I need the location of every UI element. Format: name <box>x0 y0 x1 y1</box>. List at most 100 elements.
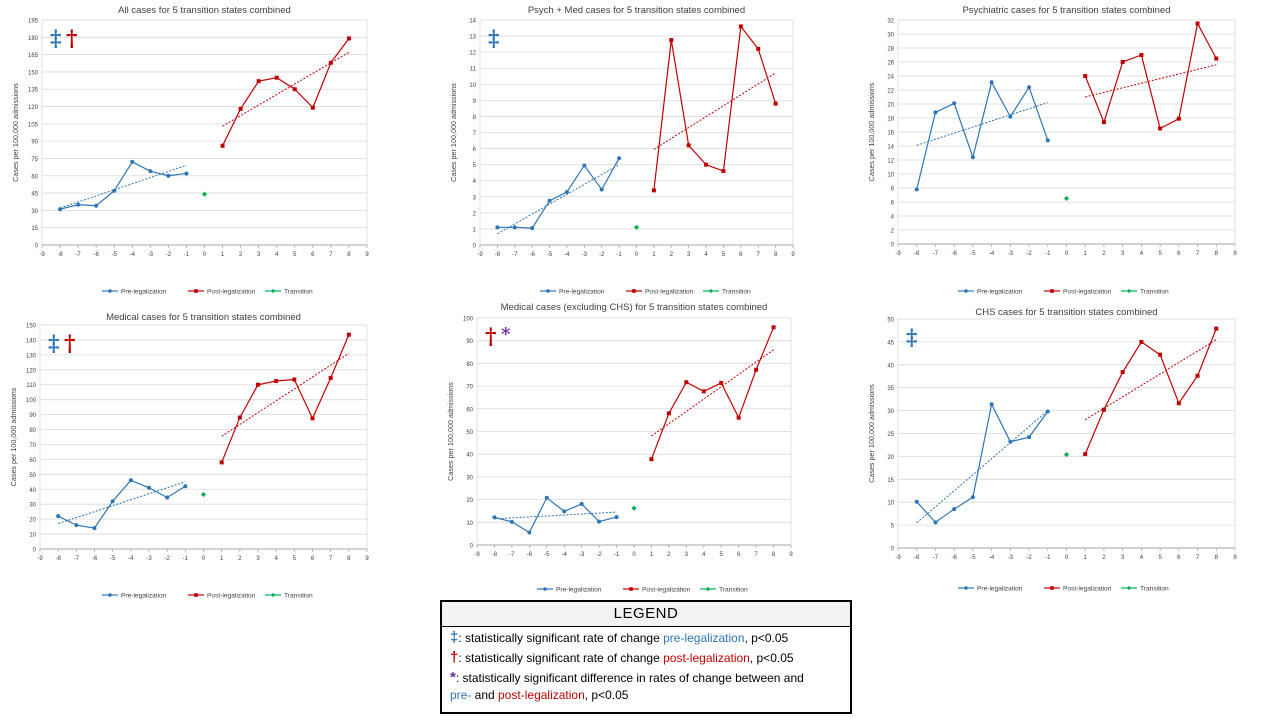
legend-pre-word: pre-legalization <box>663 631 745 645</box>
pre-data-point <box>544 495 549 500</box>
pre-data-point <box>94 203 99 208</box>
x-tick-label: 8 <box>1215 251 1219 257</box>
pre-data-point <box>952 101 957 106</box>
pre-data-point <box>582 163 587 168</box>
pre-series-line <box>494 496 617 534</box>
y-tick-label: 8 <box>473 115 477 121</box>
legend-title: LEGEND <box>442 602 850 627</box>
x-tick-label: -8 <box>57 252 63 258</box>
x-tick-label: 8 <box>774 252 778 258</box>
x-tick-label: -4 <box>130 252 136 258</box>
x-tick-label: -5 <box>544 552 550 558</box>
legend-post-label: Post-legalization <box>645 289 694 296</box>
y-tick-label: 2 <box>891 229 895 235</box>
x-tick-label: 2 <box>239 252 243 258</box>
post-data-point <box>292 377 297 382</box>
x-tick-label: 5 <box>293 252 297 258</box>
legend-pre-label: Pre-legalization <box>556 587 602 594</box>
chart-chs-cases: CHS cases for 5 transition states combin… <box>860 305 1280 605</box>
y-tick-label: 4 <box>473 179 477 185</box>
x-tick-label: -5 <box>110 556 116 562</box>
y-tick-label: 0 <box>891 547 895 553</box>
post-data-point <box>1195 21 1200 26</box>
legend-post-marker <box>629 587 633 591</box>
x-tick-label: 8 <box>347 556 351 562</box>
legend-post-marker <box>632 289 636 293</box>
y-tick-label: 90 <box>466 339 473 345</box>
chart-title: Medical cases (excluding CHS) for 5 tran… <box>501 302 768 313</box>
y-tick-label: 10 <box>887 501 894 507</box>
y-tick-label: 70 <box>466 385 473 391</box>
chart-medical-excl-chs-cases: Medical cases (excluding CHS) for 5 tran… <box>425 300 855 600</box>
transition-data-point <box>200 491 207 498</box>
y-tick-label: 0 <box>470 544 474 550</box>
pre-data-point <box>92 526 97 531</box>
pre-data-point <box>617 156 622 161</box>
chart-svg: Psych + Med cases for 5 transition state… <box>449 5 795 296</box>
y-tick-label: 4 <box>891 215 895 221</box>
y-tick-label: 80 <box>29 428 36 434</box>
legend-pre-marker <box>964 586 968 590</box>
y-tick-label: 14 <box>887 145 894 151</box>
chart-svg: CHS cases for 5 transition states combin… <box>867 307 1237 593</box>
y-tick-label: 12 <box>887 159 894 165</box>
post-data-point <box>292 87 297 92</box>
post-data-point <box>1214 326 1219 331</box>
x-tick-label: -1 <box>1045 555 1051 561</box>
legend-pre-marker <box>546 289 550 293</box>
y-tick-label: 120 <box>28 105 39 111</box>
post-data-point <box>328 376 333 381</box>
transition-data-point <box>631 505 637 511</box>
legend-diff-and: and <box>471 688 499 702</box>
y-tick-label: 3 <box>473 195 477 201</box>
pre-data-point <box>130 159 135 164</box>
y-tick-label: 16 <box>887 131 894 137</box>
x-tick-label: 4 <box>1140 251 1144 257</box>
y-tick-label: 10 <box>466 521 473 527</box>
x-tick-label: 6 <box>739 252 743 258</box>
pre-data-point <box>183 484 188 489</box>
post-data-point <box>274 379 279 383</box>
x-tick-label: -9 <box>37 556 43 562</box>
y-tick-label: 20 <box>466 498 473 504</box>
double-dagger-icon: ‡ <box>48 331 60 357</box>
post-data-point <box>684 380 689 385</box>
x-tick-label: 4 <box>275 252 279 258</box>
pre-data-point <box>933 110 938 115</box>
double-dagger-icon: ‡ <box>450 629 459 646</box>
x-tick-label: 7 <box>329 556 333 562</box>
x-tick-label: 3 <box>685 552 689 558</box>
y-tick-label: 7 <box>473 131 477 137</box>
post-series-line <box>653 24 777 191</box>
x-tick-label: 0 <box>202 556 206 562</box>
x-tick-label: -9 <box>895 555 901 561</box>
pre-trend-line <box>494 511 617 520</box>
x-tick-label: -1 <box>616 252 622 258</box>
legend-post-label: Post-legalization <box>1063 289 1112 296</box>
post-data-point <box>756 46 761 51</box>
x-tick-label: 6 <box>1177 251 1181 257</box>
post-data-point <box>773 101 778 106</box>
x-tick-label: -8 <box>55 556 61 562</box>
double-dagger-icon: ‡ <box>488 26 500 52</box>
post-data-point <box>1139 53 1144 57</box>
x-tick-label: 7 <box>1196 251 1200 257</box>
x-tick-label: 8 <box>1215 555 1219 561</box>
pre-data-point <box>58 207 63 212</box>
x-tick-label: 0 <box>1065 251 1069 257</box>
x-tick-label: -9 <box>895 251 901 257</box>
y-tick-label: 30 <box>887 409 894 415</box>
pre-data-point <box>597 519 602 524</box>
pre-data-point <box>148 169 153 174</box>
post-data-point <box>686 143 691 148</box>
x-tick-label: 4 <box>702 552 706 558</box>
chart-all-cases: All cases for 5 transition states combin… <box>0 0 420 300</box>
x-tick-label: -5 <box>547 252 553 258</box>
y-tick-label: 10 <box>469 83 476 89</box>
x-tick-label: 1 <box>1084 555 1088 561</box>
y-tick-label: 25 <box>887 432 894 438</box>
pre-data-point <box>512 225 517 230</box>
y-tick-label: 14 <box>469 19 476 25</box>
post-data-point <box>1139 339 1144 344</box>
pre-data-point <box>1027 435 1032 440</box>
